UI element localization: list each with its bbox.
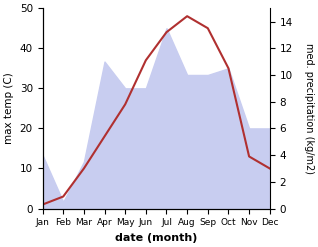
Y-axis label: max temp (C): max temp (C) [4,72,14,144]
Y-axis label: med. precipitation (kg/m2): med. precipitation (kg/m2) [304,43,314,174]
X-axis label: date (month): date (month) [115,233,197,243]
